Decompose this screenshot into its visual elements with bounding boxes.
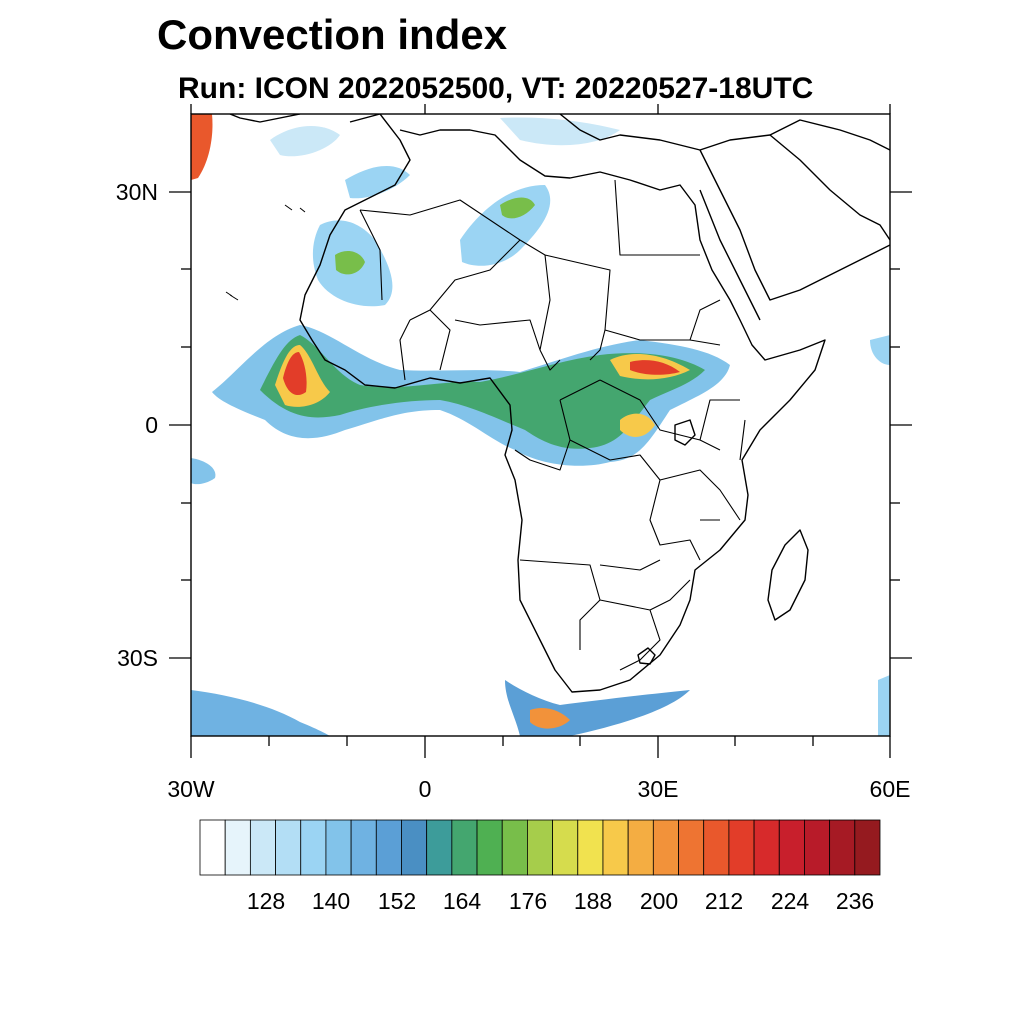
colorbar-label: 224: [770, 888, 810, 914]
chart-title: Convection index: [157, 11, 508, 58]
colorbar: [199, 819, 881, 876]
colorbar-label: 140: [311, 888, 351, 914]
colorbar-swatch: [854, 819, 881, 876]
canary-islands: [225, 204, 306, 301]
colorbar-swatch: [552, 819, 579, 876]
colorbar-swatch: [375, 819, 402, 876]
lesotho: [637, 647, 656, 665]
africa-coastline: [229, 114, 826, 693]
colorbar-swatch: [804, 819, 831, 876]
lat-label-30n: 30N: [115, 179, 158, 205]
lon-label-prime-meridian: 0: [418, 776, 432, 802]
colorbar-swatch: [401, 819, 428, 876]
convection-south-cape: [505, 680, 690, 736]
chart-subtitle: Run: ICON 2022052500, VT: 20220527-18UTC: [178, 72, 814, 105]
arabian-peninsula: [699, 134, 890, 301]
colorbar-swatch: [426, 819, 453, 876]
colorbar-swatch: [275, 819, 302, 876]
convection-gulf-guinea-left: [191, 458, 216, 485]
colorbar-swatch: [249, 819, 276, 876]
colorbar-label: 200: [639, 888, 679, 914]
colorbar-swatch: [300, 819, 327, 876]
colorbar-swatch: [778, 819, 805, 876]
colorbar-swatch: [577, 819, 604, 876]
colorbar-label: 236: [835, 888, 875, 914]
colorbar-swatch: [325, 819, 352, 876]
colorbar-swatch: [224, 819, 251, 876]
colorbar-swatch: [199, 819, 226, 876]
convection-north-edge: [270, 117, 620, 157]
lon-label-30e: 30E: [637, 776, 679, 802]
convection-sahara-green: [335, 197, 535, 275]
convection-south-atlantic-left: [191, 690, 330, 736]
lat-label-equator: 0: [145, 412, 158, 438]
convection-band-core: [260, 335, 705, 449]
madagascar: [767, 529, 809, 621]
colorbar-swatch: [350, 819, 377, 876]
colorbar-swatch: [753, 819, 780, 876]
colorbar-label: 212: [704, 888, 744, 914]
lat-label-30s: 30S: [117, 645, 158, 671]
colorbar-label: 152: [377, 888, 417, 914]
colorbar-swatch: [627, 819, 654, 876]
colorbar-swatch: [602, 819, 629, 876]
colorbar-swatch: [829, 819, 856, 876]
convection-south-cape-core: [530, 708, 570, 729]
axis-ticks: [169, 104, 912, 758]
colorbar-swatch: [703, 819, 730, 876]
colorbar-swatch: [476, 819, 503, 876]
convection-sahara-patches: [312, 165, 551, 307]
lake-victoria: [674, 419, 696, 446]
mediterranean-north-coast: [559, 114, 890, 151]
colorbar-label: 188: [573, 888, 613, 914]
colorbar-label: 128: [246, 888, 286, 914]
colorbar-label: 176: [508, 888, 548, 914]
colorbar-swatch: [527, 819, 553, 876]
convection-east-edge: [870, 335, 890, 736]
red-sea-west: [699, 189, 761, 321]
convection-nw-corner: [191, 114, 213, 180]
colorbar-swatch: [501, 819, 528, 876]
colorbar-swatch: [728, 819, 755, 876]
lon-label-60e: 60E: [869, 776, 911, 802]
colorbar-swatch: [652, 819, 679, 876]
convection-band-intense: [275, 345, 690, 437]
colorbar-label: 164: [442, 888, 482, 914]
coastlines-and-borders: [225, 114, 890, 693]
colorbar-swatch: [451, 819, 478, 876]
lon-label-30w: 30W: [167, 776, 215, 802]
map-area: [191, 114, 890, 736]
convection-field: [191, 114, 890, 736]
colorbar-swatch: [678, 819, 705, 876]
